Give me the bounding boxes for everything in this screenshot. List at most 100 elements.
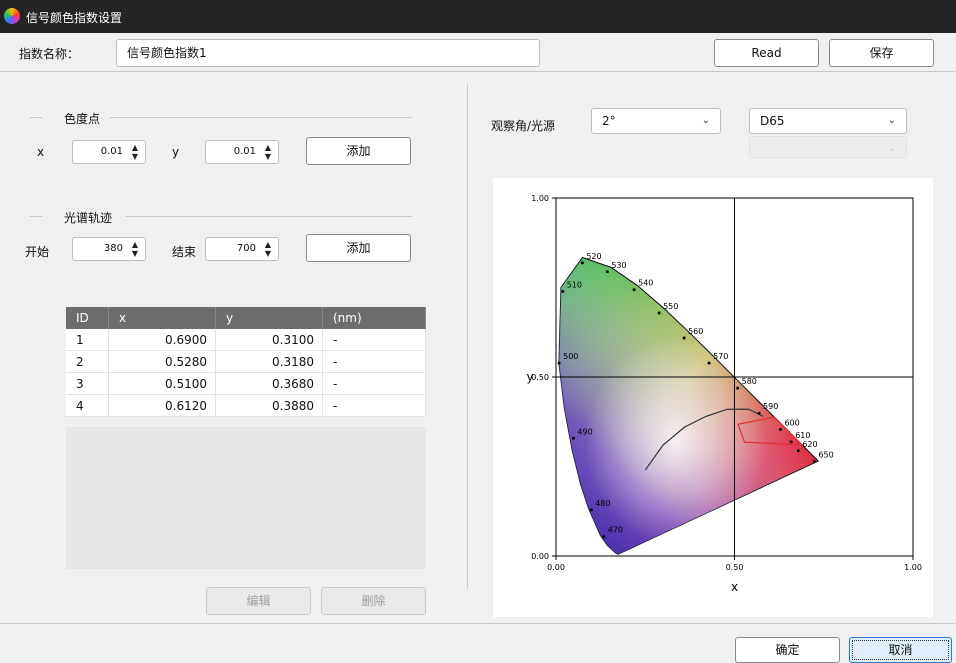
chromaticity-chart-panel: 520 530 540 550 560 570 580 590 600 610 620 650 510 5… — [493, 178, 933, 617]
wavelength-dot — [707, 361, 711, 365]
y-axis-label: y — [526, 370, 533, 384]
chevron-down-icon: ⌄ — [701, 115, 710, 126]
wavelength-label: 510 — [567, 281, 582, 290]
ok-button[interactable]: 确定 — [735, 637, 840, 663]
cancel-button[interactable]: 取消 — [849, 637, 952, 663]
wavelength-dot — [571, 436, 575, 440]
cell-y: 0.3100 — [215, 329, 323, 351]
wavelength-label: 570 — [713, 352, 728, 361]
wavelength-dot — [789, 440, 793, 444]
table-row[interactable]: 1 0.6900 0.3100 - — [66, 329, 426, 351]
chromaticity-group-label: 色度点 — [64, 112, 101, 126]
cell-id: 4 — [66, 394, 109, 417]
y-tick-label: 1.00 — [531, 194, 549, 203]
index-name-label: 指数名称： — [19, 47, 80, 61]
wavelength-label: 550 — [663, 302, 678, 311]
header-bar: 指数名称： 信号颜色指数1 Read 保存 — [0, 33, 956, 72]
cell-x: 0.6120 — [108, 394, 216, 417]
observer-angle-value: 2° — [602, 114, 616, 128]
end-value: 700 — [236, 243, 256, 254]
wavelength-dot — [757, 411, 761, 415]
window-title: 信号颜色指数设置 — [26, 11, 123, 25]
save-button[interactable]: 保存 — [829, 39, 934, 67]
planckian-locus — [644, 408, 764, 471]
start-spinbox[interactable]: 380 ▲ ▼ — [72, 237, 146, 261]
index-name-input[interactable]: 信号颜色指数1 — [116, 39, 540, 67]
column-header-y[interactable]: y — [215, 307, 323, 329]
wavelength-dot — [682, 336, 686, 340]
spin-arrows-icon[interactable]: ▲ ▼ — [264, 143, 272, 161]
x-value: 0.01 — [100, 146, 123, 157]
wavelength-label: 480 — [595, 499, 610, 508]
wavelength-dot — [778, 427, 782, 431]
x-axis-label: x — [731, 580, 738, 594]
column-header-x[interactable]: x — [108, 307, 216, 329]
add-point-button[interactable]: 添加 — [306, 137, 411, 165]
table-row[interactable]: 3 0.5100 0.3680 - — [66, 372, 426, 395]
wavelength-label: 590 — [763, 402, 778, 411]
wavelength-dot — [605, 270, 609, 274]
delete-button[interactable]: 删除 — [321, 587, 426, 615]
wavelength-dot — [632, 288, 636, 292]
cell-id: 3 — [66, 372, 109, 395]
column-header-nm[interactable]: (nm) — [322, 307, 426, 329]
add-range-button[interactable]: 添加 — [306, 234, 411, 262]
points-table: ID x y (nm) 1 0.6900 0.3100 - 2 0.5280 0… — [66, 307, 426, 417]
wavelength-label: 470 — [608, 526, 623, 535]
cell-nm: - — [322, 372, 426, 395]
read-button[interactable]: Read — [714, 39, 819, 67]
end-spinbox[interactable]: 700 ▲ ▼ — [205, 237, 279, 261]
y-spinbox[interactable]: 0.01 ▲ ▼ — [205, 140, 279, 164]
table-empty-area — [66, 427, 426, 569]
edit-button[interactable]: 编辑 — [206, 587, 311, 615]
table-row[interactable]: 4 0.6120 0.3880 - — [66, 394, 426, 417]
user-region-polygon — [737, 416, 804, 446]
vertical-divider — [467, 84, 468, 589]
observer-label: 观察角/光源 — [491, 119, 556, 133]
group-line-right — [126, 216, 412, 217]
wavelength-label: 500 — [563, 352, 578, 361]
x-spinbox[interactable]: 0.01 ▲ ▼ — [72, 140, 146, 164]
start-label: 开始 — [25, 245, 50, 259]
column-header-id[interactable]: ID — [66, 307, 109, 329]
x-tick-label: 1.00 — [904, 563, 922, 572]
illuminant-select[interactable]: D65 ⌄ — [749, 108, 907, 134]
title-bar: 信号颜色指数设置 — [0, 0, 956, 33]
cell-id: 2 — [66, 350, 109, 373]
secondary-select[interactable]: ⌄ — [749, 136, 907, 158]
y-label: y — [172, 145, 180, 159]
wavelength-label: 650 — [818, 451, 833, 460]
wavelength-dot — [557, 361, 561, 365]
group-line-left — [30, 216, 42, 217]
cell-y: 0.3180 — [215, 350, 323, 373]
wavelength-dot — [812, 460, 816, 464]
x-tick-label: 0.00 — [547, 563, 565, 572]
group-line-right — [110, 117, 412, 118]
cell-nm: - — [322, 329, 426, 351]
wavelength-dot — [736, 386, 740, 390]
spin-arrows-icon[interactable]: ▲ ▼ — [131, 240, 139, 258]
chevron-down-icon: ⌄ — [887, 143, 896, 154]
wavelength-label: 620 — [802, 440, 817, 449]
wavelength-dot — [580, 261, 584, 265]
cell-x: 0.6900 — [108, 329, 216, 351]
spin-arrows-icon[interactable]: ▲ ▼ — [264, 240, 272, 258]
start-value: 380 — [103, 243, 123, 254]
cell-nm: - — [322, 350, 426, 373]
color-wheel-icon — [4, 8, 20, 24]
cell-nm: - — [322, 394, 426, 417]
end-label: 结束 — [172, 245, 197, 259]
group-line-left — [30, 117, 42, 118]
table-row[interactable]: 2 0.5280 0.3180 - — [66, 350, 426, 373]
spectral-group-label: 光谱轨迹 — [64, 211, 113, 225]
wavelength-dot — [602, 535, 606, 539]
illuminant-value: D65 — [760, 114, 785, 128]
wavelength-label: 530 — [611, 261, 626, 270]
spin-arrows-icon[interactable]: ▲ ▼ — [131, 143, 139, 161]
cell-x: 0.5280 — [108, 350, 216, 373]
gamut-white-overlay — [558, 257, 819, 555]
cell-id: 1 — [66, 329, 109, 351]
wavelength-dot — [589, 508, 593, 512]
observer-angle-select[interactable]: 2° ⌄ — [591, 108, 721, 134]
